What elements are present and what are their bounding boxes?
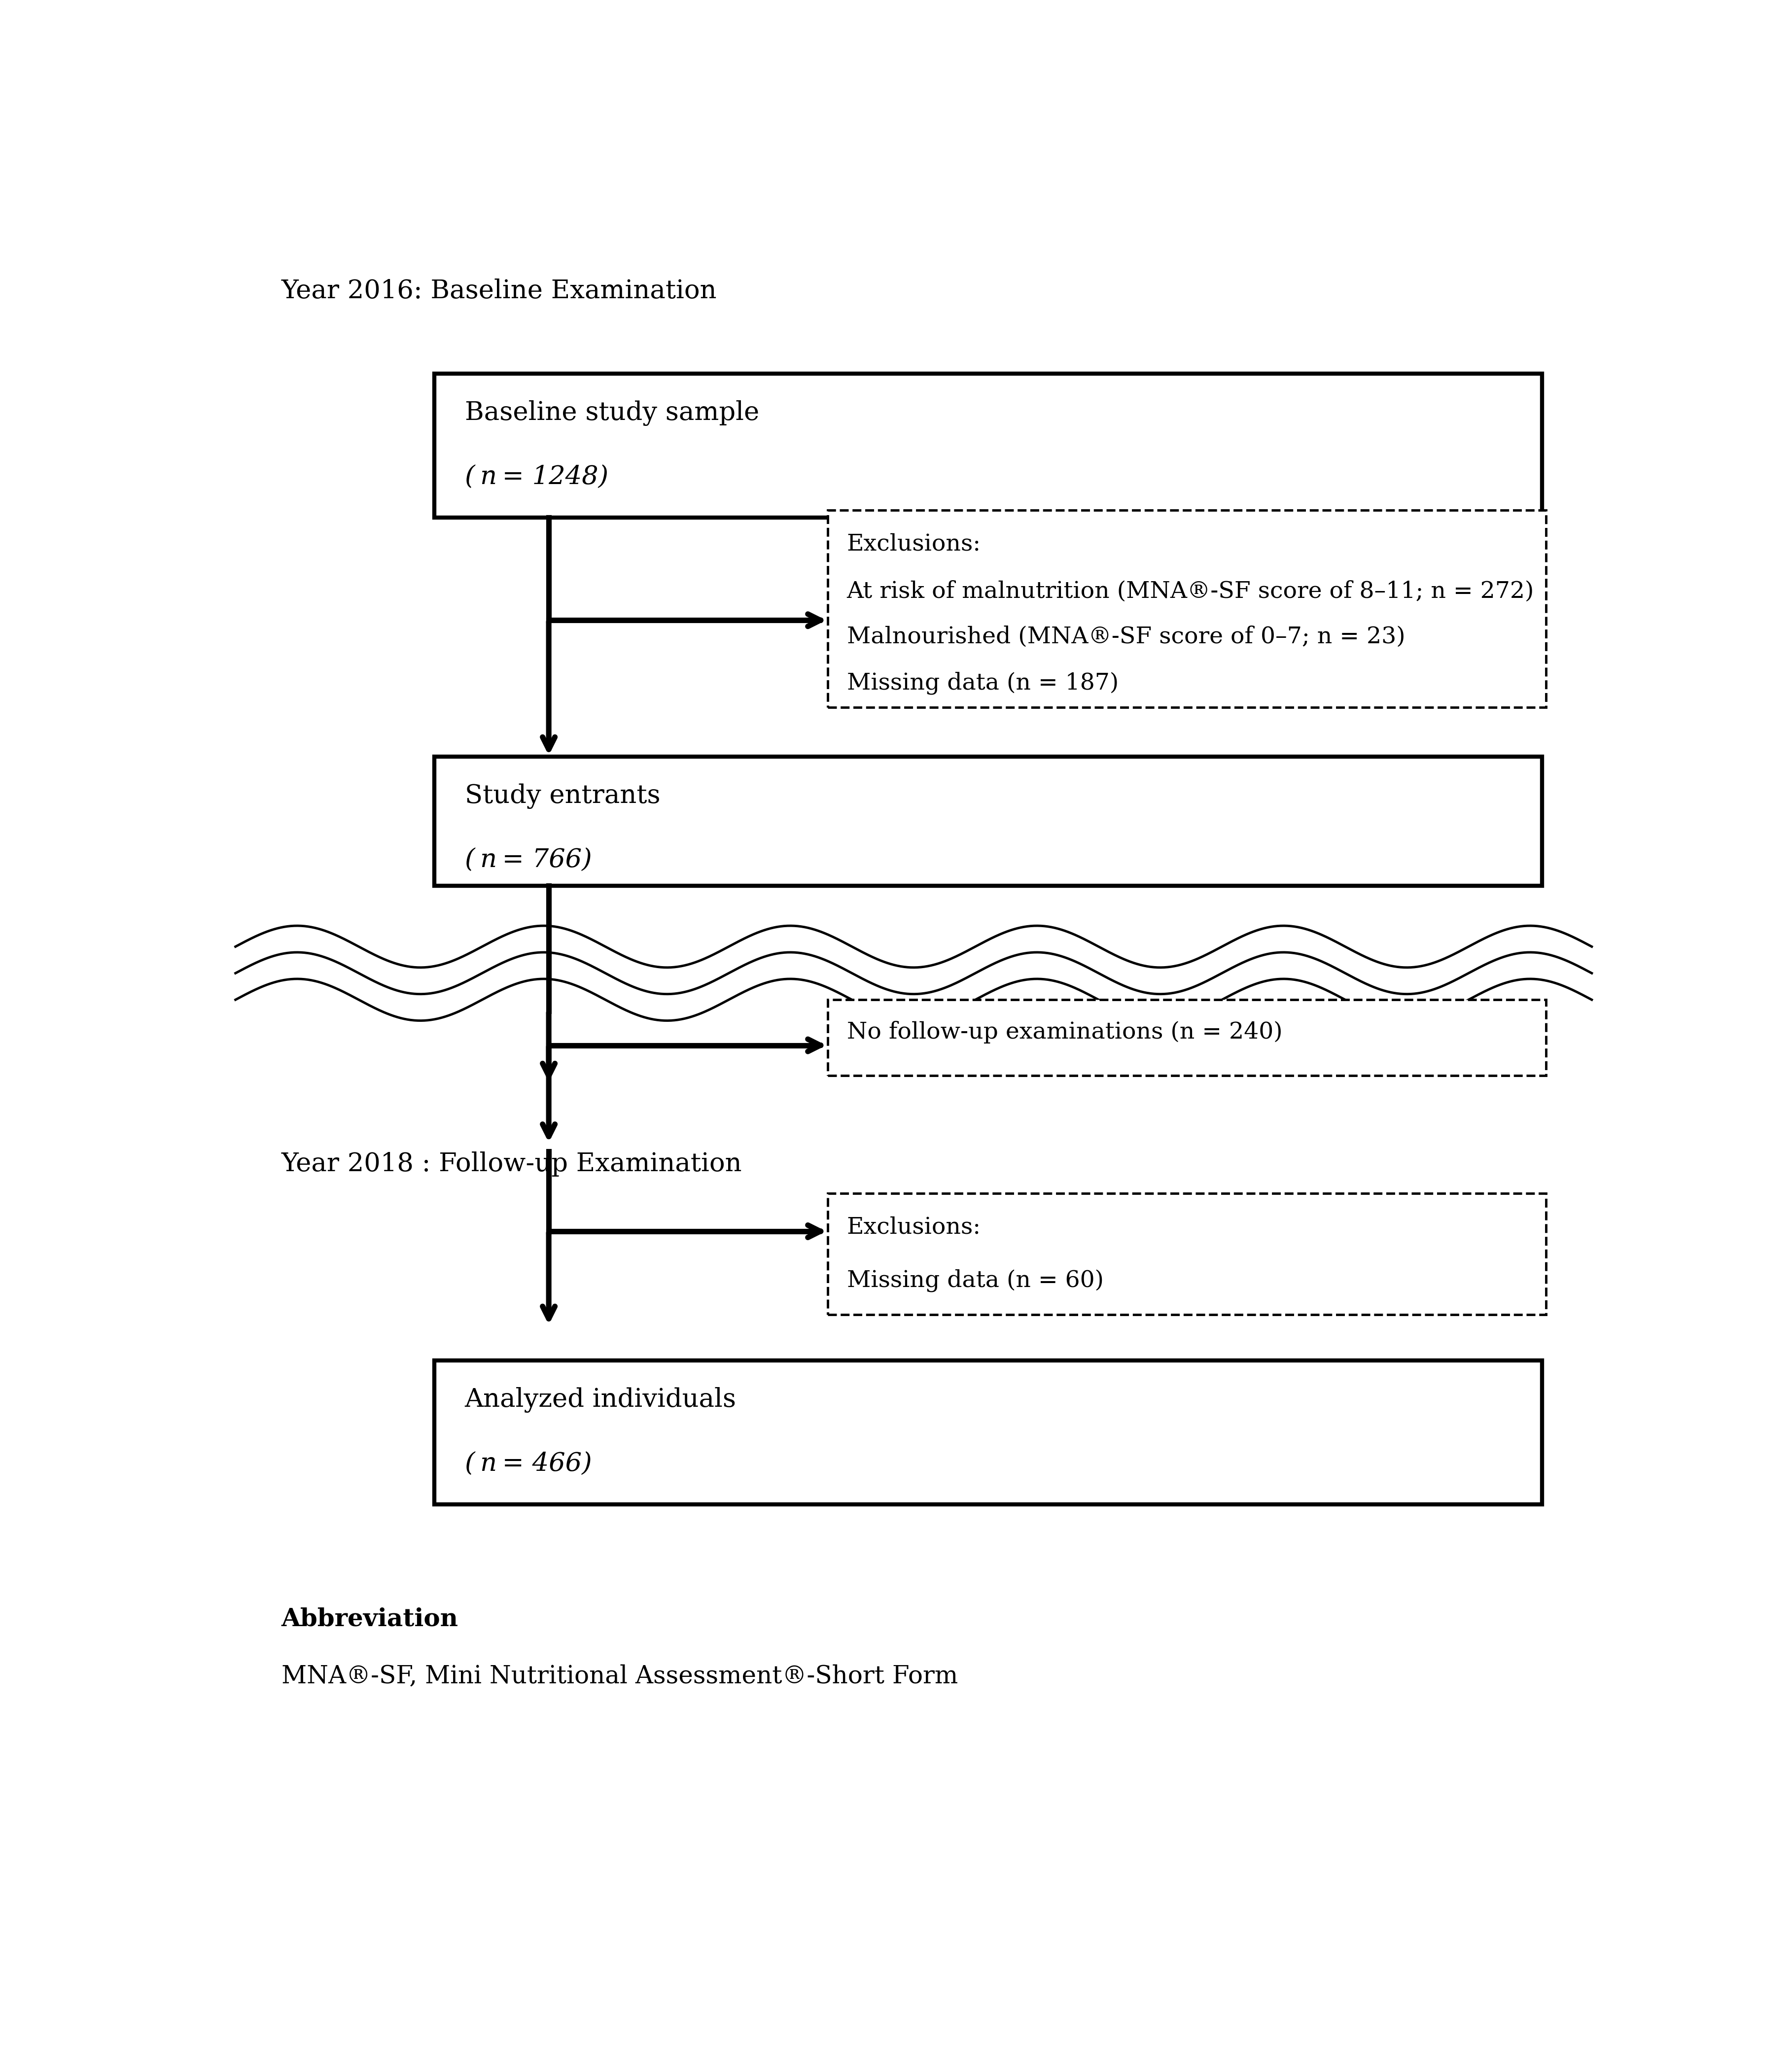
Text: Analyzed individuals: Analyzed individuals [464, 1388, 737, 1412]
Text: Abbreviation: Abbreviation [281, 1607, 459, 1632]
Text: Exclusions:: Exclusions: [848, 534, 980, 554]
Bar [828, 1193, 1546, 1314]
Text: Missing data (n = 187): Missing data (n = 187) [848, 671, 1118, 694]
Text: ( n = 466): ( n = 466) [464, 1451, 591, 1476]
Bar [828, 509, 1546, 708]
Bar [434, 758, 1543, 887]
Text: At risk of malnutrition (MNA®-SF score of 8–11; n = 272): At risk of malnutrition (MNA®-SF score o… [848, 581, 1534, 604]
Bar [434, 1361, 1543, 1505]
Text: Baseline study sample: Baseline study sample [464, 400, 760, 425]
Text: Exclusions:: Exclusions: [848, 1215, 980, 1238]
Text: No follow-up examinations (n = 240): No follow-up examinations (n = 240) [848, 1020, 1283, 1043]
Text: ( n = 1248): ( n = 1248) [464, 464, 607, 491]
Text: Missing data (n = 60): Missing data (n = 60) [848, 1269, 1104, 1291]
Text: Study entrants: Study entrants [464, 784, 659, 809]
Text: Year 2016: Baseline Examination: Year 2016: Baseline Examination [281, 279, 717, 304]
Text: Malnourished (MNA®-SF score of 0–7; n = 23): Malnourished (MNA®-SF score of 0–7; n = … [848, 626, 1405, 649]
Bar [434, 374, 1543, 517]
Bar [828, 1000, 1546, 1076]
Text: MNA®-SF, Mini Nutritional Assessment®-Short Form: MNA®-SF, Mini Nutritional Assessment®-Sh… [281, 1665, 957, 1688]
Text: ( n = 766): ( n = 766) [464, 848, 591, 873]
Text: Year 2018 : Follow-up Examination: Year 2018 : Follow-up Examination [281, 1152, 742, 1176]
